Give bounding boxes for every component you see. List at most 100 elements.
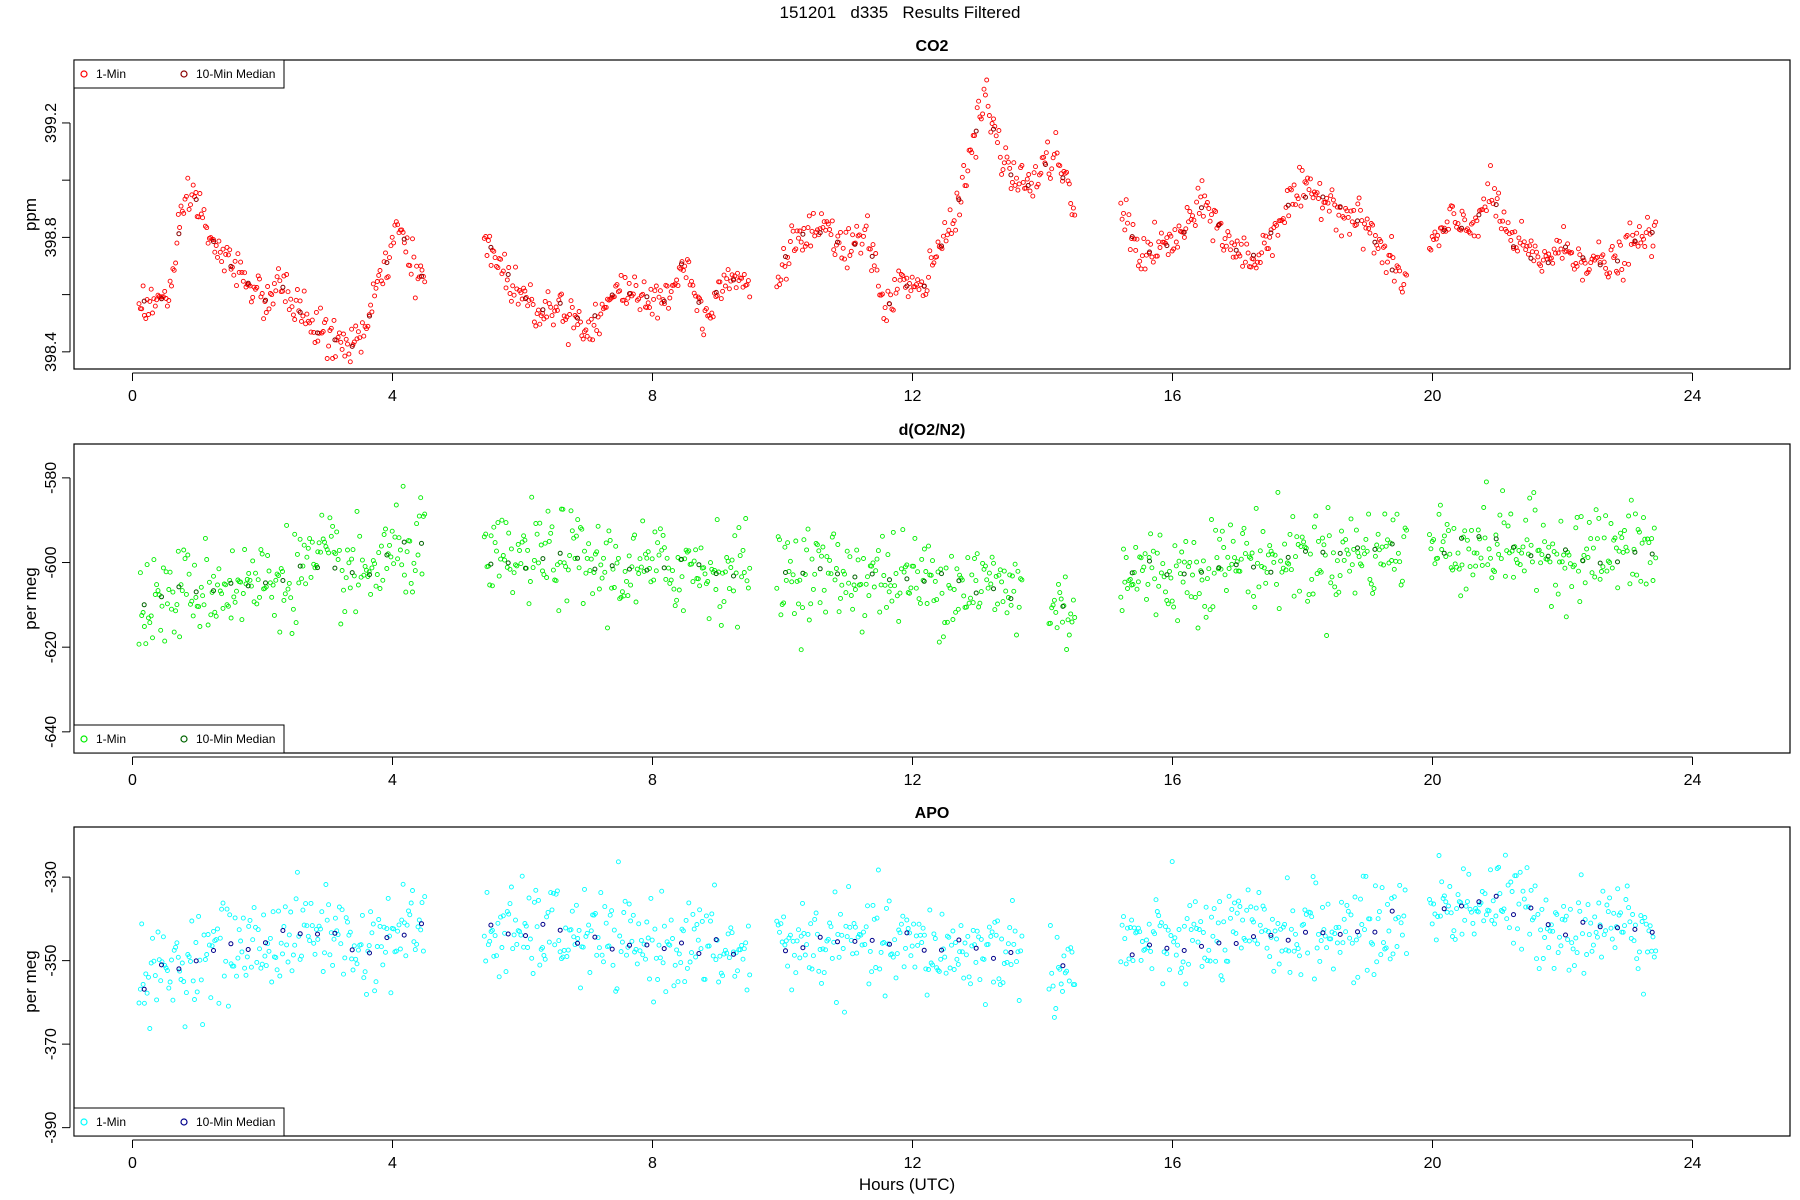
point-1min	[345, 919, 350, 925]
point-1min	[1475, 527, 1481, 533]
point-1min	[992, 123, 998, 129]
point-10min-median	[869, 253, 875, 259]
point-1min	[483, 958, 489, 964]
point-1min	[1527, 243, 1533, 249]
point-1min	[1462, 217, 1468, 223]
point-1min	[1559, 559, 1565, 565]
legend-box	[73, 724, 285, 754]
point-1min	[189, 598, 195, 604]
point-1min	[1500, 909, 1506, 914]
point-1min	[1531, 915, 1537, 921]
point-1min	[908, 288, 914, 294]
point-1min	[1310, 591, 1316, 597]
point-1min	[235, 955, 241, 961]
point-1min	[1534, 249, 1539, 255]
point-1min	[804, 942, 810, 948]
point-1min	[1222, 236, 1228, 242]
point-10min-median	[1303, 929, 1308, 935]
point-1min	[1137, 258, 1143, 264]
point-1min	[909, 274, 915, 280]
point-1min	[939, 911, 945, 917]
point-1min	[1360, 246, 1366, 252]
point-1min	[1000, 980, 1006, 986]
point-1min	[1383, 270, 1389, 276]
point-1min	[496, 573, 502, 579]
point-1min	[510, 946, 516, 952]
point-1min	[1241, 235, 1247, 241]
point-10min-median	[1511, 244, 1516, 250]
point-1min	[855, 557, 861, 563]
point-1min	[596, 945, 602, 951]
point-1min	[261, 912, 267, 918]
point-1min	[196, 913, 202, 919]
point-1min	[1534, 587, 1539, 593]
point-1min	[221, 973, 227, 979]
point-1min	[1469, 527, 1474, 533]
point-1min	[798, 647, 804, 653]
point-1min	[1535, 254, 1541, 260]
point-1min	[1271, 968, 1277, 974]
point-1min	[515, 541, 521, 547]
point-1min	[1065, 617, 1071, 623]
point-1min	[323, 317, 329, 323]
point-1min	[166, 985, 172, 991]
point-1min	[1252, 604, 1258, 610]
point-10min-median	[1528, 255, 1534, 261]
point-1min	[1060, 988, 1065, 994]
point-10min-median	[1147, 942, 1152, 948]
point-10min-median	[1545, 260, 1551, 266]
point-1min	[1283, 947, 1289, 953]
point-1min	[1544, 556, 1550, 562]
point-1min	[1213, 209, 1219, 214]
point-1min	[1121, 914, 1126, 920]
point-10min-median	[661, 298, 667, 304]
point-1min	[1329, 187, 1335, 193]
point-1min	[636, 296, 642, 302]
point-1min	[215, 582, 220, 588]
x-tick-label: 0	[128, 1155, 137, 1172]
point-1min	[1450, 934, 1455, 939]
point-1min	[522, 537, 528, 543]
point-10min-median	[1441, 906, 1447, 912]
point-1min	[917, 932, 923, 938]
point-1min	[1349, 219, 1355, 225]
point-1min	[372, 561, 378, 567]
point-1min	[1121, 210, 1126, 216]
point-1min	[1325, 505, 1331, 511]
point-1min	[255, 927, 261, 933]
point-1min	[846, 884, 852, 890]
point-1min	[886, 589, 892, 595]
point-1min	[1391, 566, 1397, 572]
x-tick-label: 8	[648, 1155, 657, 1172]
point-1min	[400, 881, 406, 887]
point-1min	[881, 940, 887, 945]
point-1min	[1320, 205, 1325, 211]
point-10min-median	[540, 921, 546, 927]
point-1min	[728, 925, 734, 931]
point-1min	[732, 533, 738, 539]
point-1min	[1256, 890, 1262, 895]
point-1min	[801, 537, 807, 543]
point-1min	[1283, 567, 1289, 573]
point-1min	[1066, 632, 1072, 638]
point-1min	[220, 246, 226, 252]
point-1min	[972, 133, 977, 139]
point-10min-median	[297, 931, 303, 937]
point-1min	[511, 932, 517, 938]
point-1min	[900, 913, 906, 919]
point-1min	[286, 580, 292, 586]
point-1min	[1210, 933, 1216, 939]
point-1min	[1008, 186, 1014, 192]
point-1min	[1260, 232, 1266, 238]
point-1min	[1012, 928, 1018, 934]
point-1min	[1299, 167, 1305, 173]
point-1min	[491, 953, 497, 959]
point-1min	[1553, 250, 1558, 256]
point-1min	[828, 924, 834, 930]
point-1min	[1172, 935, 1178, 941]
point-1min	[920, 925, 926, 931]
point-1min	[819, 980, 824, 986]
point-1min	[1190, 937, 1195, 943]
point-1min	[595, 935, 601, 941]
point-10min-median	[1164, 945, 1170, 951]
